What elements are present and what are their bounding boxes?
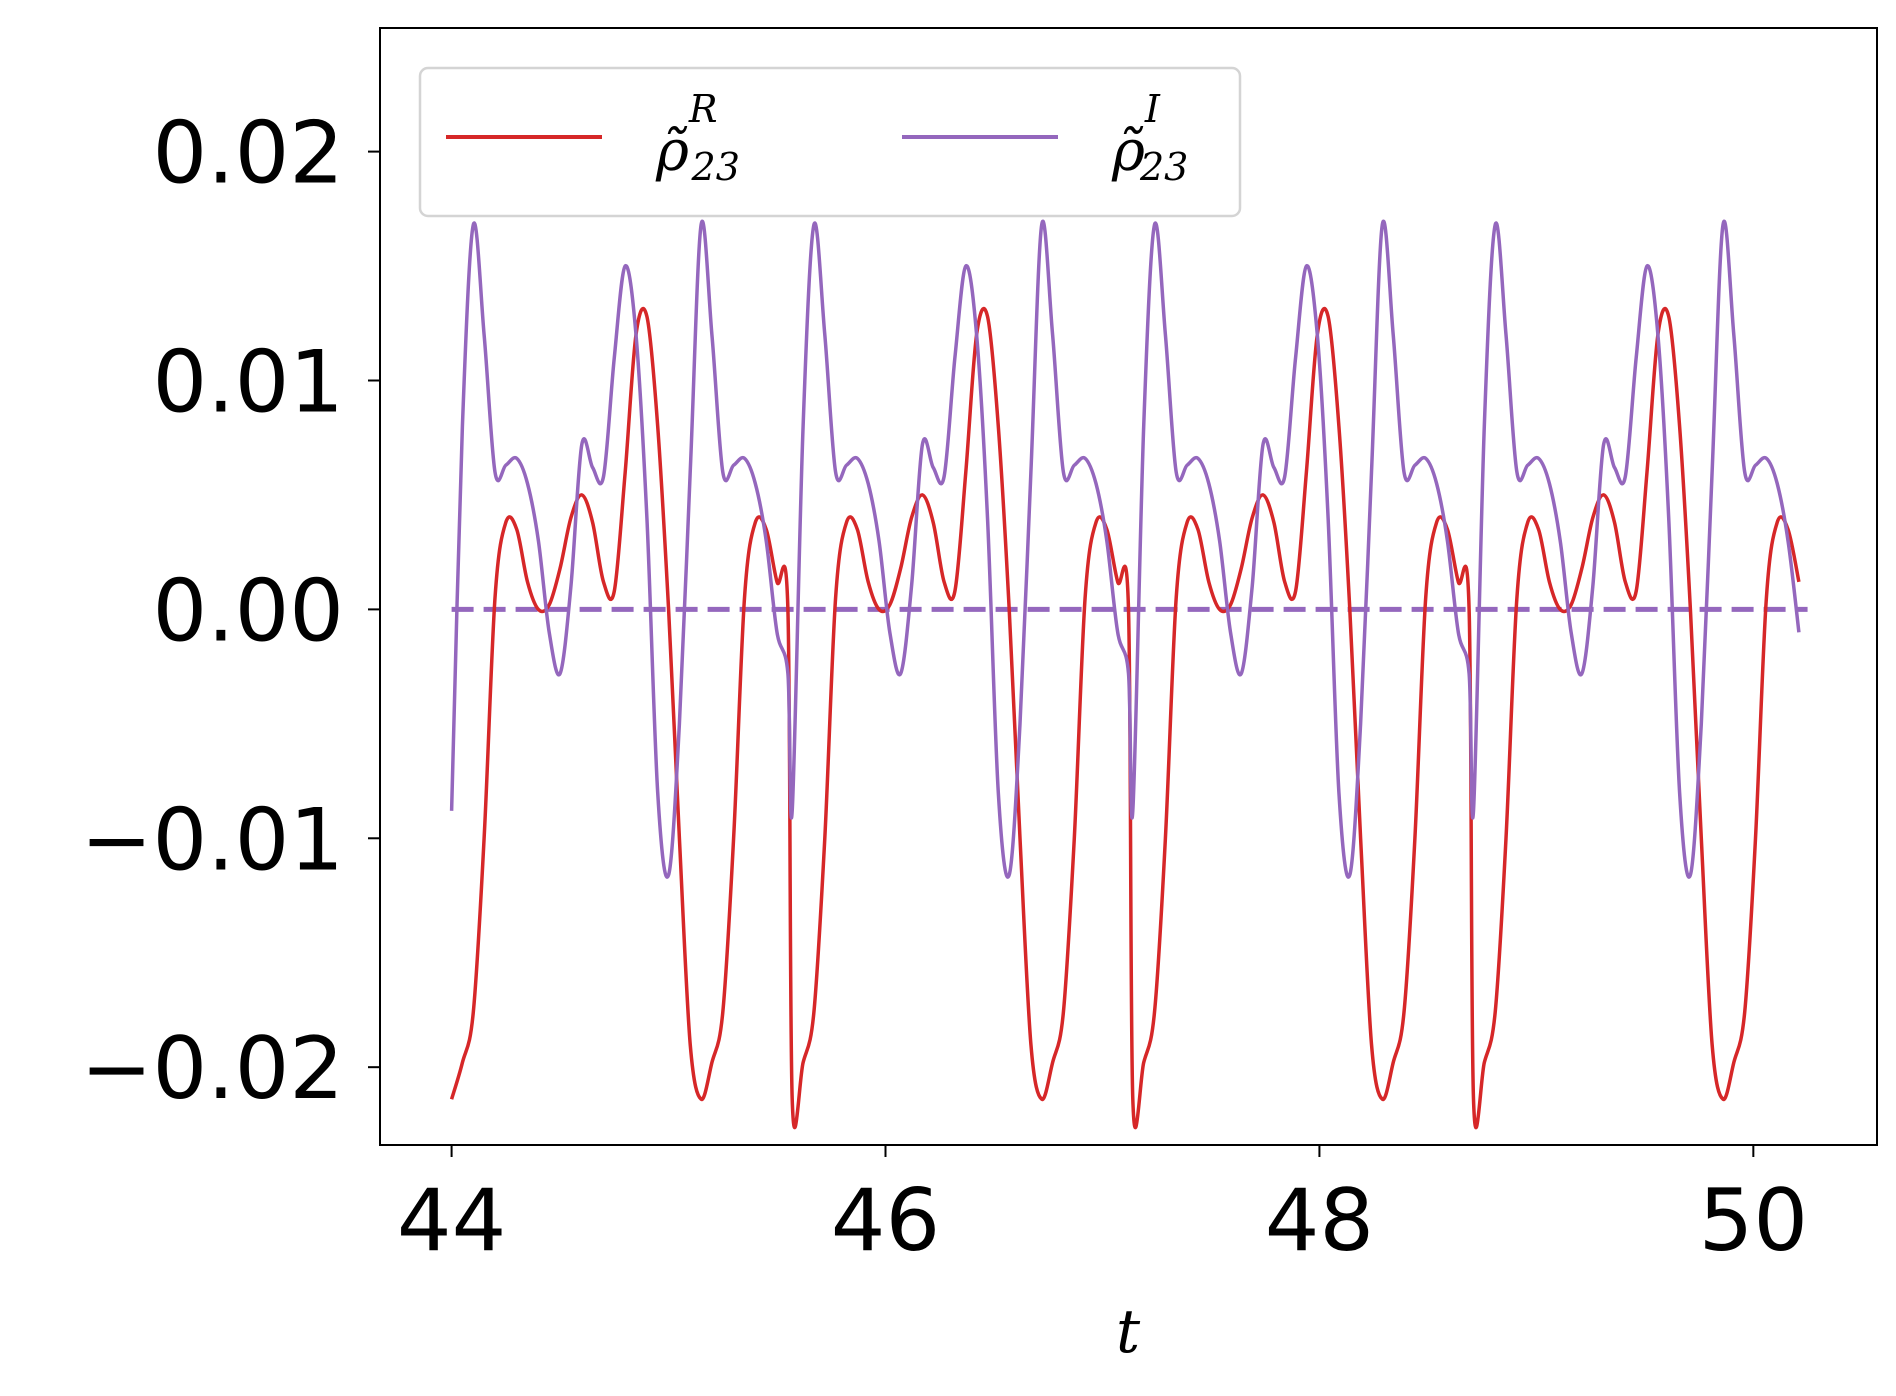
legend: ρ̃R 23 ρ̃I 23	[418, 66, 1242, 218]
y-tick-label: −0.01	[80, 790, 344, 890]
series-imag-line	[449, 219, 1801, 879]
legend-box	[418, 66, 1242, 218]
x-tick-label: 48	[1265, 1171, 1374, 1271]
y-axis: −0.02 −0.01 0.00 0.01 0.02	[80, 104, 380, 1119]
plot-frame	[379, 27, 1878, 1146]
x-tick-label: 44	[397, 1171, 506, 1271]
series-layer	[449, 219, 1808, 1130]
y-tick-label: 0.01	[153, 332, 344, 432]
legend-label-real: ρ̃R 23	[655, 87, 740, 189]
x-axis-label: t	[1116, 1297, 1141, 1367]
y-tick-label: 0.02	[153, 104, 344, 204]
x-tick-label: 46	[831, 1171, 940, 1271]
y-tick-label: 0.00	[153, 561, 344, 661]
y-tick-label: −0.02	[80, 1019, 344, 1119]
legend-label-imag: ρ̃I 23	[1111, 87, 1188, 189]
x-axis: 44 46 48 50	[397, 1145, 1808, 1271]
x-tick-label: 50	[1699, 1171, 1808, 1271]
